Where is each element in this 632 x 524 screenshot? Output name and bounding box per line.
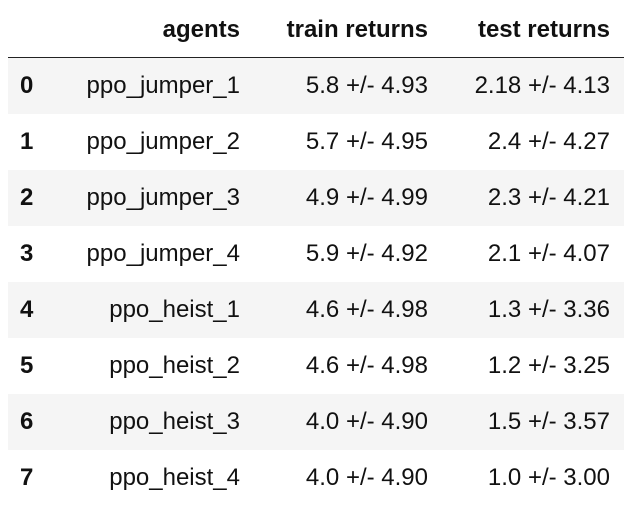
row-index: 0: [20, 72, 34, 99]
row-index: 6: [20, 408, 34, 435]
cell-agent: ppo_jumper_3: [86, 184, 240, 211]
column-header-agents: agents: [54, 2, 254, 58]
table-row: 1 ppo_jumper_2 5.7 +/- 4.95 2.4 +/- 4.27: [8, 114, 624, 170]
table-row: 2 ppo_jumper_3 4.9 +/- 4.99 2.3 +/- 4.21: [8, 170, 624, 226]
cell-test-returns: 2.18 +/- 4.13: [474, 72, 610, 99]
cell-test-returns: 1.2 +/- 3.25: [487, 352, 610, 379]
cell-agent: ppo_jumper_4: [86, 240, 240, 267]
cell-test-returns: 2.1 +/- 4.07: [487, 240, 610, 267]
table-row: 6 ppo_heist_3 4.0 +/- 4.90 1.5 +/- 3.57: [8, 394, 624, 450]
cell-train-returns: 4.6 +/- 4.98: [305, 296, 428, 323]
cell-agent: ppo_heist_1: [109, 296, 240, 323]
cell-test-returns: 1.3 +/- 3.36: [487, 296, 610, 323]
row-index: 4: [20, 296, 34, 323]
table-row: 7 ppo_heist_4 4.0 +/- 4.90 1.0 +/- 3.00: [8, 450, 624, 506]
row-index: 7: [20, 464, 34, 491]
cell-train-returns: 5.9 +/- 4.92: [305, 240, 428, 267]
cell-agent: ppo_heist_4: [109, 464, 240, 491]
cell-agent: ppo_heist_2: [109, 352, 240, 379]
cell-train-returns: 5.7 +/- 4.95: [305, 128, 428, 155]
header-row: agents train returns test returns: [8, 2, 624, 58]
table-row: 5 ppo_heist_2 4.6 +/- 4.98 1.2 +/- 3.25: [8, 338, 624, 394]
cell-agent: ppo_jumper_2: [86, 128, 240, 155]
index-column-header: [8, 2, 54, 58]
table-header: agents train returns test returns: [8, 2, 624, 58]
table-row: 4 ppo_heist_1 4.6 +/- 4.98 1.3 +/- 3.36: [8, 282, 624, 338]
cell-test-returns: 2.3 +/- 4.21: [487, 184, 610, 211]
column-header-train-returns: train returns: [254, 2, 442, 58]
cell-test-returns: 1.0 +/- 3.00: [487, 464, 610, 491]
cell-test-returns: 2.4 +/- 4.27: [487, 128, 610, 155]
cell-test-returns: 1.5 +/- 3.57: [487, 408, 610, 435]
row-index: 1: [20, 128, 34, 155]
cell-train-returns: 5.8 +/- 4.93: [305, 72, 428, 99]
cell-train-returns: 4.0 +/- 4.90: [305, 464, 428, 491]
table-row: 0 ppo_jumper_1 5.8 +/- 4.93 2.18 +/- 4.1…: [8, 57, 624, 114]
results-table: agents train returns test returns 0 ppo_…: [8, 2, 624, 506]
column-header-test-returns: test returns: [442, 2, 624, 58]
row-index: 5: [20, 352, 34, 379]
cell-train-returns: 4.6 +/- 4.98: [305, 352, 428, 379]
row-index: 3: [20, 240, 34, 267]
row-index: 2: [20, 184, 34, 211]
cell-agent: ppo_jumper_1: [86, 72, 240, 99]
cell-agent: ppo_heist_3: [109, 408, 240, 435]
table-body: 0 ppo_jumper_1 5.8 +/- 4.93 2.18 +/- 4.1…: [8, 57, 624, 506]
dataframe-output: agents train returns test returns 0 ppo_…: [8, 2, 624, 506]
cell-train-returns: 4.0 +/- 4.90: [305, 408, 428, 435]
table-row: 3 ppo_jumper_4 5.9 +/- 4.92 2.1 +/- 4.07: [8, 226, 624, 282]
cell-train-returns: 4.9 +/- 4.99: [305, 184, 428, 211]
